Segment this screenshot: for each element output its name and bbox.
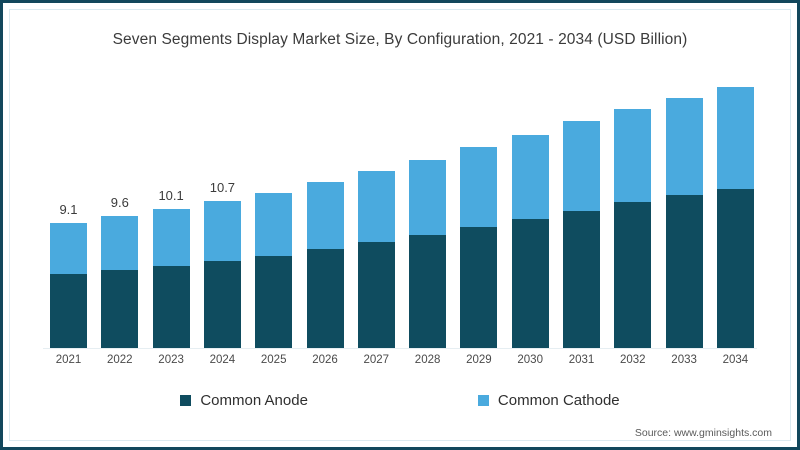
x-axis-tick-2028: 2028 [414, 354, 441, 366]
bar-segment-common-cathode[interactable] [306, 181, 344, 249]
x-axis-tick-2031: 2031 [568, 354, 595, 366]
x-axis-line [43, 348, 757, 349]
bar-column[interactable] [665, 97, 703, 348]
bar-column[interactable] [306, 181, 344, 348]
x-axis-tick-2025: 2025 [260, 354, 287, 366]
legend-swatch-icon [180, 395, 192, 406]
x-axis-tick-2029: 2029 [466, 354, 492, 366]
x-axis-tick-2027: 2027 [363, 354, 390, 366]
bar-segment-common-cathode[interactable] [614, 108, 652, 203]
bar-column[interactable] [409, 159, 447, 348]
bar-column[interactable]: 9.1 [50, 202, 87, 348]
x-axis-tick-2024: 2024 [209, 354, 236, 366]
x-axis-tick-2022: 2022 [107, 354, 133, 366]
bar-segment-common-cathode[interactable] [152, 209, 190, 266]
bar-column[interactable]: 9.6 [101, 195, 139, 348]
bar-segment-common-cathode[interactable] [357, 170, 395, 243]
bar-column[interactable] [460, 147, 498, 348]
bar-column[interactable] [255, 192, 293, 348]
bar-segment-common-anode[interactable] [716, 188, 754, 348]
bar-segment-common-anode[interactable] [665, 195, 703, 348]
bar-segment-common-anode[interactable] [614, 202, 652, 348]
legend-label: Common Anode [200, 392, 308, 409]
bar-segment-common-anode[interactable] [50, 273, 87, 348]
bar-value-label: 9.1 [59, 201, 78, 217]
chart-legend: Common Anode Common Cathode [3, 392, 797, 409]
x-axis-tick-2033: 2033 [671, 354, 697, 366]
bar-column[interactable]: 10.1 [152, 188, 190, 348]
x-axis-tick-2034: 2034 [722, 354, 749, 366]
x-axis-tick-2021: 2021 [55, 354, 82, 366]
legend-swatch-icon [477, 395, 489, 406]
bar-segment-common-cathode[interactable] [460, 147, 498, 227]
bar-segment-common-anode[interactable] [255, 255, 293, 348]
x-axis-tick-2023: 2023 [158, 354, 184, 366]
bar-segment-common-anode[interactable] [203, 261, 241, 348]
bar-segment-common-cathode[interactable] [563, 121, 600, 211]
bar-segment-common-cathode[interactable] [409, 159, 447, 236]
legend-item-common-cathode[interactable]: Common Cathode [477, 392, 620, 409]
legend-item-common-anode[interactable]: Common Anode [180, 392, 308, 409]
legend-label: Common Cathode [497, 392, 620, 409]
bar-segment-common-anode[interactable] [563, 210, 600, 348]
bar-segment-common-cathode[interactable] [50, 222, 87, 274]
plot-area: 9.1 9.6 10.1 10.7 [43, 73, 763, 348]
bar-segment-common-anode[interactable] [101, 269, 139, 348]
bar-value-label: 10.7 [209, 179, 236, 195]
bar-column[interactable] [357, 170, 395, 348]
bar-column[interactable] [563, 121, 600, 348]
bar-segment-common-anode[interactable] [511, 218, 549, 348]
bar-segment-common-anode[interactable] [460, 227, 498, 348]
bar-segment-common-cathode[interactable] [255, 192, 293, 256]
bar-column[interactable] [511, 134, 549, 348]
bar-segment-common-cathode[interactable] [716, 86, 754, 189]
bar-column[interactable] [614, 108, 652, 348]
bar-segment-common-anode[interactable] [306, 249, 344, 348]
x-axis-tick-2026: 2026 [312, 354, 338, 366]
x-axis-tick-2032: 2032 [620, 354, 646, 366]
bar-segment-common-anode[interactable] [409, 235, 447, 348]
bar-segment-common-cathode[interactable] [203, 200, 241, 262]
bar-column[interactable]: 10.7 [203, 180, 241, 348]
bar-segment-common-cathode[interactable] [511, 134, 549, 219]
bar-segment-common-anode[interactable] [152, 265, 190, 348]
bar-value-label: 10.1 [158, 188, 184, 204]
source-credit: Source: www.gminsights.com [634, 427, 772, 439]
bar-segment-common-cathode[interactable] [101, 216, 139, 270]
bar-segment-common-anode[interactable] [357, 242, 395, 348]
bar-column[interactable] [716, 86, 754, 348]
x-axis-tick-2030: 2030 [517, 354, 543, 366]
bar-segment-common-cathode[interactable] [665, 97, 703, 196]
chart-title: Seven Segments Display Market Size, By C… [112, 31, 688, 48]
bar-value-label: 9.6 [110, 195, 129, 210]
x-axis-labels: 2021 2022 2023 2024 2025 2026 2027 2028 2029 2030… [43, 354, 763, 374]
